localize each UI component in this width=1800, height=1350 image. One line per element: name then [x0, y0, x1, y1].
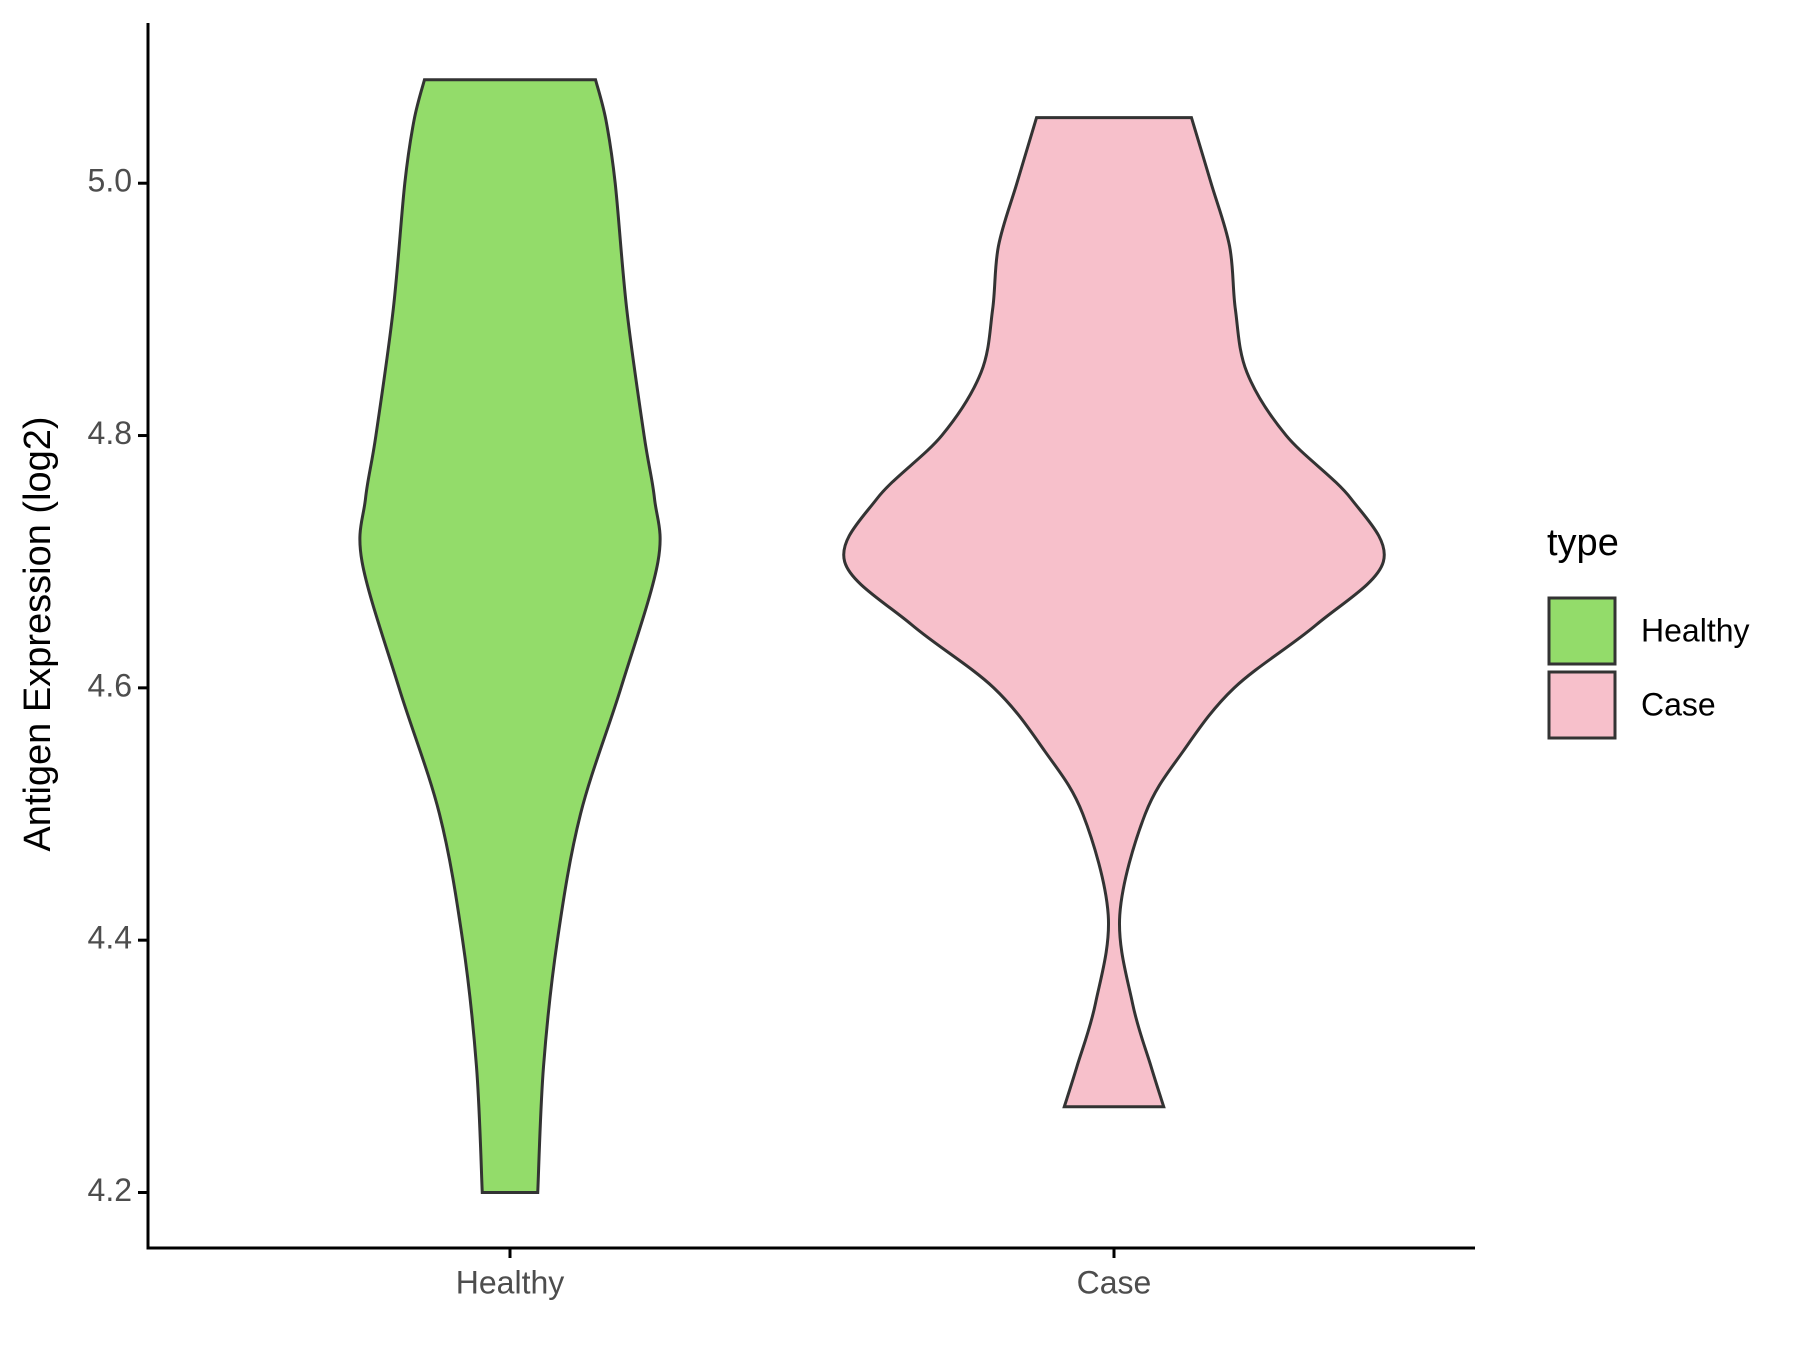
x-tick-label: Case	[1077, 1264, 1152, 1300]
legend-key	[1547, 670, 1617, 740]
violin	[358, 78, 662, 1194]
y-tick-label: 4.4	[88, 920, 132, 956]
y-tick-label: 4.2	[88, 1172, 132, 1208]
y-tick-label: 4.6	[88, 667, 132, 703]
y-tick-label: 4.8	[88, 415, 132, 451]
legend-title: type	[1547, 522, 1619, 564]
y-tick-label: 5.0	[88, 163, 132, 199]
violin	[842, 116, 1386, 1109]
legend-label: Healthy	[1641, 612, 1750, 648]
legend-label: Case	[1641, 686, 1716, 722]
y-axis-title: Antigen Expression (log2)	[17, 416, 59, 851]
legend-key	[1547, 596, 1617, 666]
x-tick-label: Healthy	[456, 1264, 565, 1300]
